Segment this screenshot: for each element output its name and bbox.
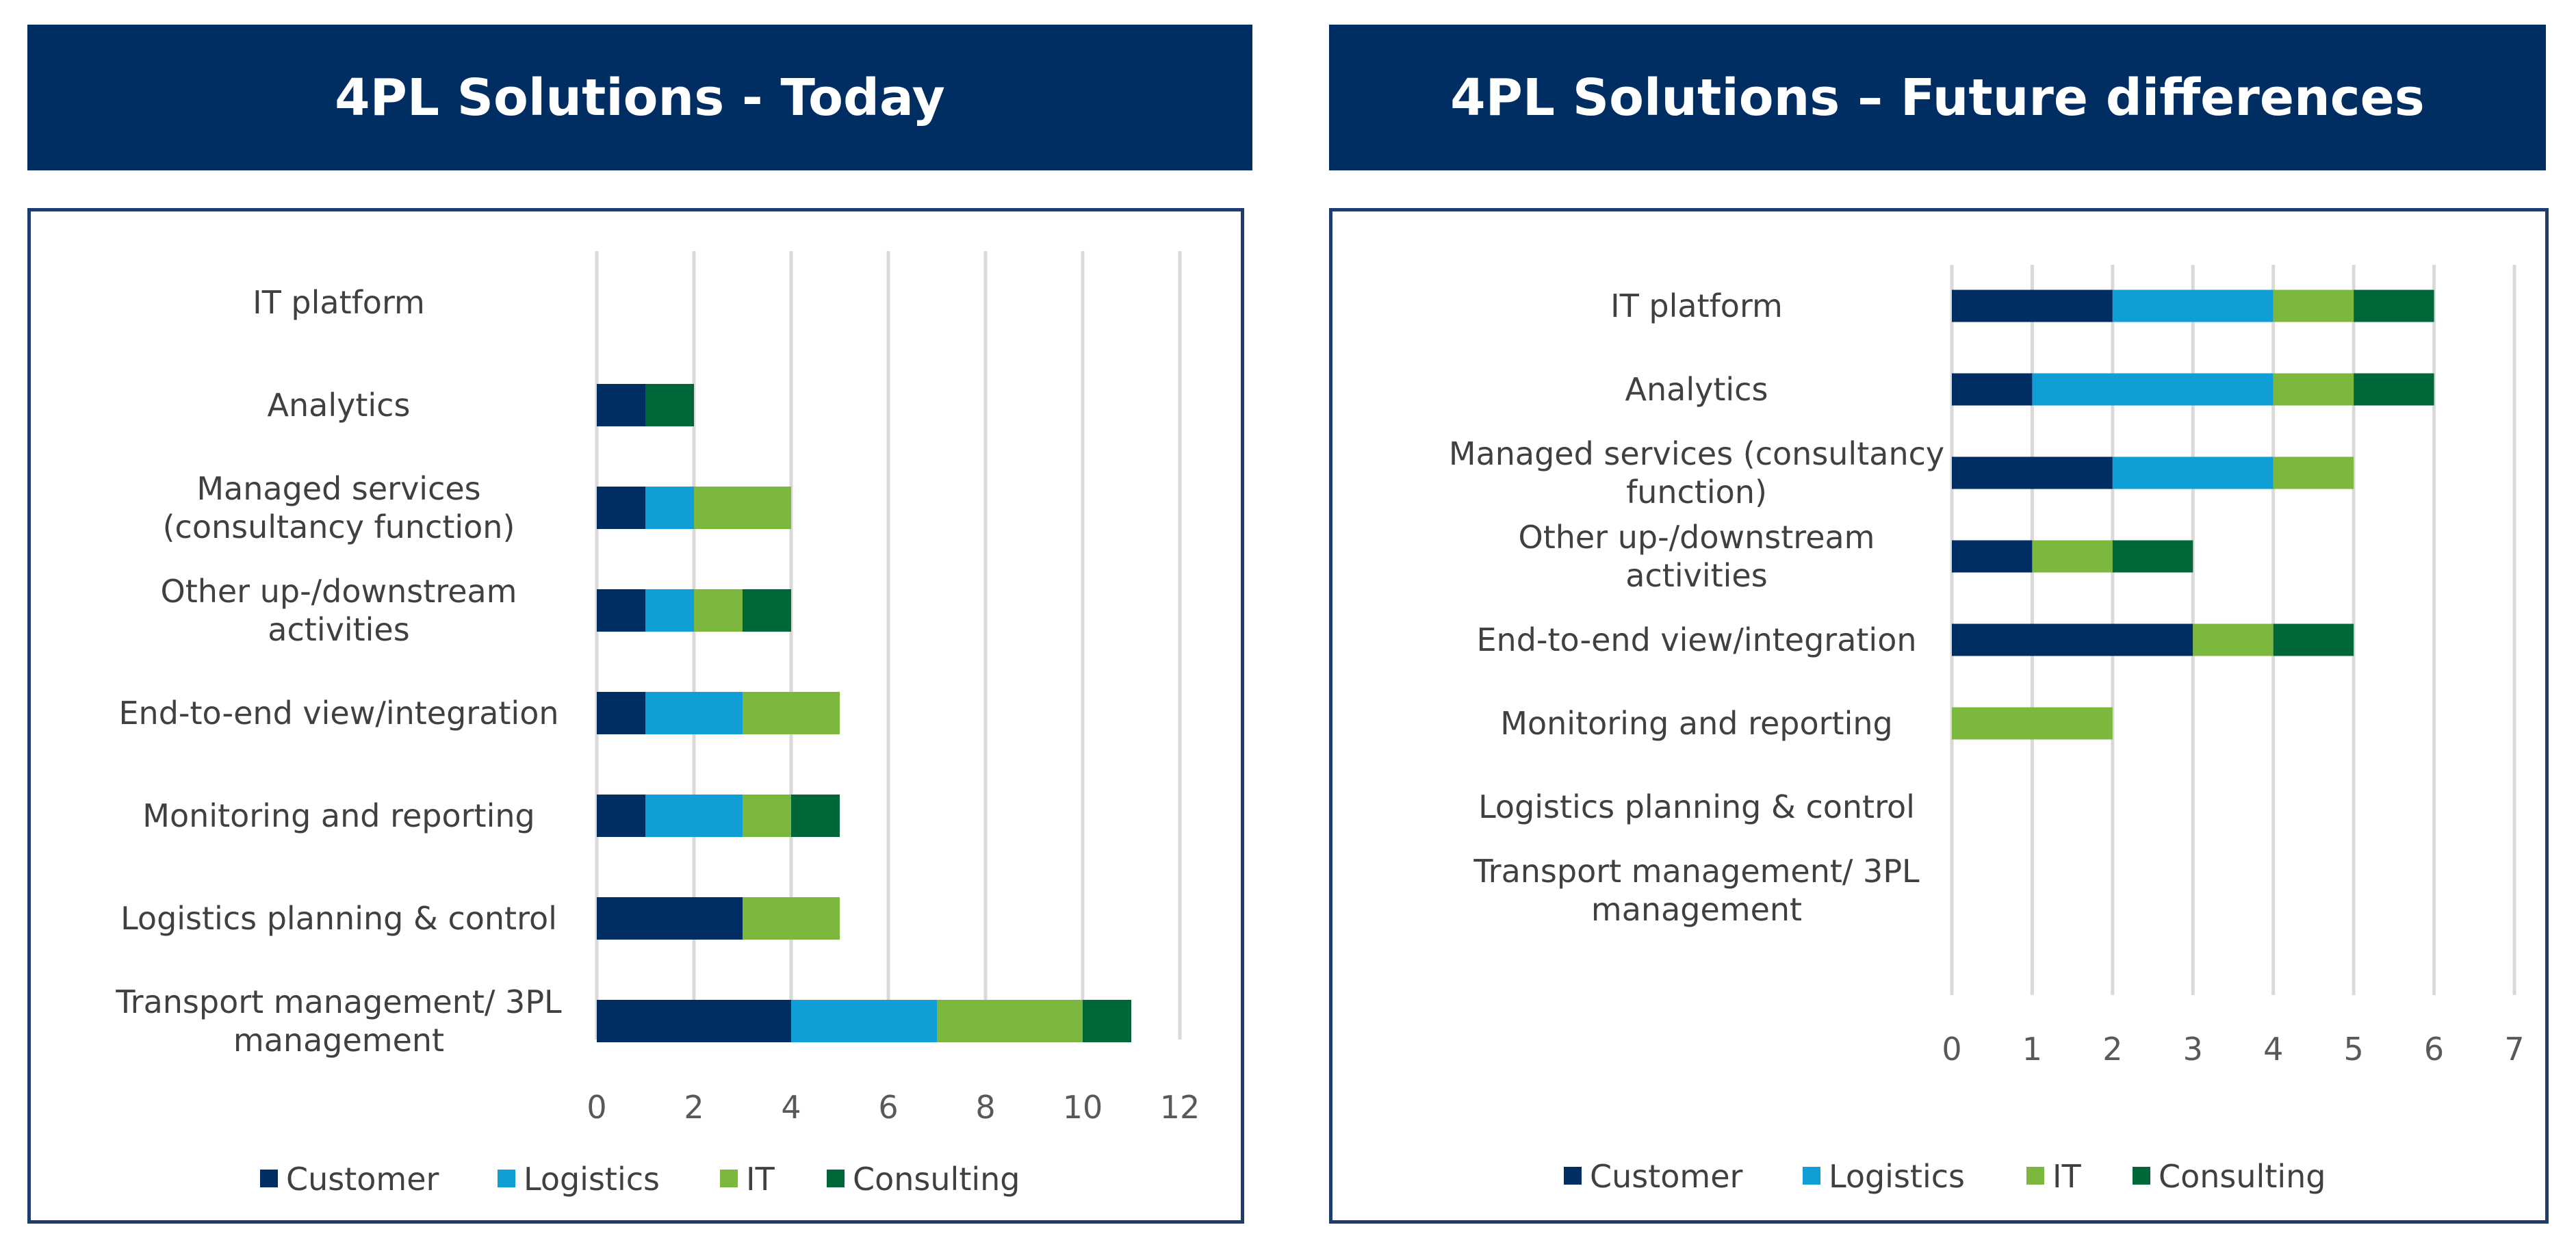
legend-label: Logistics bbox=[524, 1161, 660, 1198]
category-label: Monitoring and reporting bbox=[142, 797, 534, 834]
x-tick-label: 6 bbox=[2424, 1031, 2444, 1068]
category-label: activities bbox=[1625, 557, 1767, 594]
x-tick-label: 6 bbox=[878, 1089, 898, 1126]
x-tick-label: 7 bbox=[2504, 1031, 2524, 1068]
legend-swatch bbox=[2133, 1167, 2150, 1185]
legend-label: IT bbox=[2052, 1158, 2082, 1195]
bar-segment-logistics bbox=[791, 1000, 937, 1042]
bar-segment-it bbox=[2273, 373, 2354, 406]
today-chart-title: 4PL Solutions - Today bbox=[27, 25, 1252, 170]
legend-swatch bbox=[498, 1170, 515, 1187]
bar-segment-customer bbox=[1952, 456, 2113, 489]
bar-segment-customer bbox=[597, 1000, 791, 1042]
bar-segment-it bbox=[2273, 456, 2354, 489]
legend-swatch bbox=[260, 1170, 278, 1187]
x-tick-label: 4 bbox=[781, 1089, 801, 1126]
today-chart: 0 2 4 6 8 10 12 IT platform Analytics Managed ser… bbox=[115, 251, 1200, 1198]
legend-swatch bbox=[827, 1170, 845, 1187]
category-label: IT platform bbox=[253, 284, 425, 321]
x-tick-label: 4 bbox=[2263, 1031, 2283, 1068]
category-label: End-to-end view/integration bbox=[118, 695, 558, 732]
x-tick-label: 5 bbox=[2344, 1031, 2364, 1068]
legend-swatch bbox=[2026, 1167, 2044, 1185]
bar-segment-consulting bbox=[2354, 289, 2434, 322]
category-label: Transport management/ 3PL bbox=[115, 983, 562, 1020]
bar-segment-it bbox=[743, 692, 840, 734]
x-tick-label: 1 bbox=[2022, 1031, 2042, 1068]
category-label: Other up-/downstream bbox=[1518, 519, 1875, 556]
x-tick-label: 2 bbox=[684, 1089, 704, 1126]
bar-segment-consulting bbox=[645, 384, 694, 426]
legend-swatch bbox=[720, 1170, 738, 1187]
category-label: management bbox=[233, 1022, 444, 1059]
category-label: Analytics bbox=[268, 387, 411, 424]
bar-segment-it bbox=[694, 589, 743, 632]
bar-segment-logistics bbox=[2112, 456, 2274, 489]
category-label: Monitoring and reporting bbox=[1500, 705, 1892, 742]
bar-segment-logistics bbox=[645, 795, 743, 837]
legend-label: Consulting bbox=[2159, 1158, 2326, 1195]
x-tick-label: 2 bbox=[2102, 1031, 2122, 1068]
bar-segment-it bbox=[2193, 623, 2274, 656]
bar-segment-customer bbox=[597, 897, 743, 940]
x-tick-label: 8 bbox=[975, 1089, 995, 1126]
category-label: (consultancy function) bbox=[163, 508, 515, 545]
legend-label: Customer bbox=[1590, 1158, 1743, 1195]
x-tick-label: 12 bbox=[1160, 1089, 1200, 1126]
bar-segment-customer bbox=[597, 589, 645, 632]
bar-segment-it bbox=[2032, 540, 2113, 573]
category-label: Analytics bbox=[1625, 371, 1768, 408]
category-label: Logistics planning & control bbox=[1478, 788, 1915, 825]
bar-segment-customer bbox=[1952, 289, 2113, 322]
bar-segment-customer bbox=[597, 692, 645, 734]
bar-segment-it bbox=[2273, 289, 2354, 322]
bar-segment-logistics bbox=[645, 692, 743, 734]
legend-label: Consulting bbox=[853, 1161, 1020, 1198]
category-label: Other up-/downstream bbox=[160, 573, 517, 610]
bar-segment-customer bbox=[1952, 373, 2033, 406]
category-label: Managed services bbox=[196, 470, 480, 507]
bar-segment-it bbox=[1952, 707, 2113, 740]
x-tick-label: 10 bbox=[1063, 1089, 1103, 1126]
bar-segment-consulting bbox=[791, 795, 840, 837]
x-tick-label: 3 bbox=[2183, 1031, 2203, 1068]
legend-label: Customer bbox=[286, 1161, 439, 1198]
bar-segment-logistics bbox=[645, 487, 694, 529]
bar-segment-consulting bbox=[2273, 623, 2354, 656]
legend-label: Logistics bbox=[1829, 1158, 1965, 1195]
category-label: activities bbox=[268, 611, 409, 648]
bar-segment-it bbox=[743, 897, 840, 940]
future-chart-title: 4PL Solutions – Future differences bbox=[1329, 25, 2546, 170]
category-label: function) bbox=[1626, 474, 1767, 511]
bar-segment-customer bbox=[597, 795, 645, 837]
category-label: Logistics planning & control bbox=[120, 900, 557, 937]
bar-segment-logistics bbox=[2112, 289, 2274, 322]
bar-segment-consulting bbox=[2112, 540, 2193, 573]
legend-swatch bbox=[1803, 1167, 1820, 1185]
bar-segment-consulting bbox=[1083, 1000, 1131, 1042]
bar-segment-customer bbox=[1952, 623, 2193, 656]
legend-label: IT bbox=[746, 1161, 775, 1198]
bar-segment-consulting bbox=[743, 589, 791, 632]
category-label: Transport management/ 3PL bbox=[1473, 853, 1920, 890]
bar-segment-it bbox=[937, 1000, 1083, 1042]
category-label: IT platform bbox=[1610, 287, 1783, 324]
bar-segment-it bbox=[694, 487, 791, 529]
bar-segment-logistics bbox=[645, 589, 694, 632]
x-tick-label: 0 bbox=[1942, 1031, 1961, 1068]
future-chart-panel: 0 1 2 3 4 5 6 7 IT platform Analytics Managed serv… bbox=[1329, 208, 2549, 1224]
bar-segment-customer bbox=[597, 384, 645, 426]
category-label: End-to-end view/integration bbox=[1476, 621, 1916, 658]
bar-segment-logistics bbox=[2032, 373, 2274, 406]
bar-segment-it bbox=[743, 795, 791, 837]
x-tick-label: 0 bbox=[587, 1089, 606, 1126]
category-label: Managed services (consultancy bbox=[1449, 435, 1944, 472]
legend-swatch bbox=[1564, 1167, 1582, 1185]
bar-segment-customer bbox=[597, 487, 645, 529]
category-label: management bbox=[1591, 891, 1802, 928]
future-chart: 0 1 2 3 4 5 6 7 IT platform Analytics Managed serv… bbox=[1449, 265, 2525, 1195]
bar-segment-customer bbox=[1952, 540, 2033, 573]
today-chart-panel: 0 2 4 6 8 10 12 IT platform Analytics Managed ser… bbox=[27, 208, 1244, 1224]
bar-segment-consulting bbox=[2354, 373, 2434, 406]
